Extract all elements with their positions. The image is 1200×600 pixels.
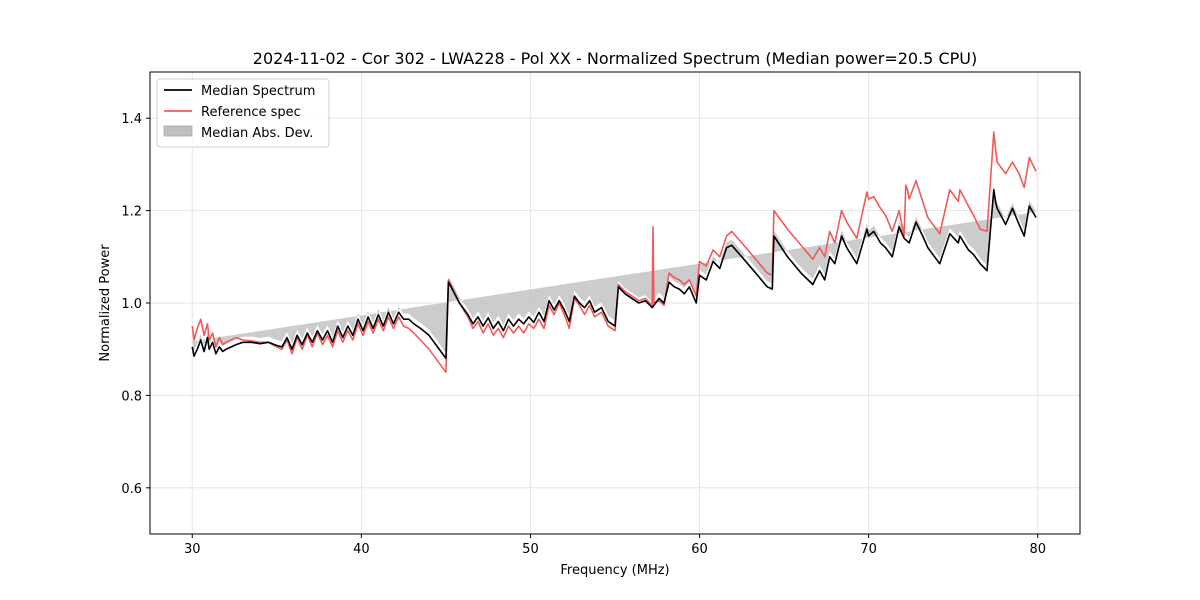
median-abs-dev-band: [192, 184, 1037, 353]
y-tick-label: 1.0: [121, 297, 142, 312]
x-axis-label: Frequency (MHz): [560, 563, 669, 578]
legend-box: [156, 78, 330, 148]
y-axis-label: Normalized Power: [98, 244, 113, 362]
x-axis: 30 40 50 60 70 80: [184, 534, 1046, 557]
x-tick-label: 30: [184, 542, 201, 557]
x-tick-label: 80: [1029, 542, 1046, 557]
legend-swatch-mad: [163, 125, 193, 137]
legend-label-reference: Reference spec: [201, 105, 301, 120]
x-tick-label: 40: [353, 542, 370, 557]
y-axis: 0.6 0.8 1.0 1.2 1.4: [121, 112, 150, 497]
y-tick-label: 0.6: [121, 482, 142, 497]
legend-label-mad: Median Abs. Dev.: [201, 126, 313, 141]
reference-spec-line: [191, 131, 1037, 374]
chart-title: 2024-11-02 - Cor 302 - LWA228 - Pol XX -…: [253, 49, 977, 68]
x-tick-label: 70: [860, 542, 877, 557]
x-tick-label: 50: [522, 542, 539, 557]
x-tick-label: 60: [691, 542, 708, 557]
legend: Median Spectrum Reference spec Median Ab…: [156, 78, 330, 148]
y-tick-label: 1.4: [121, 112, 142, 127]
y-tick-label: 0.8: [121, 389, 142, 404]
median-spectrum-line: [191, 189, 1037, 360]
y-tick-label: 1.2: [121, 205, 142, 220]
legend-label-median: Median Spectrum: [201, 84, 315, 99]
